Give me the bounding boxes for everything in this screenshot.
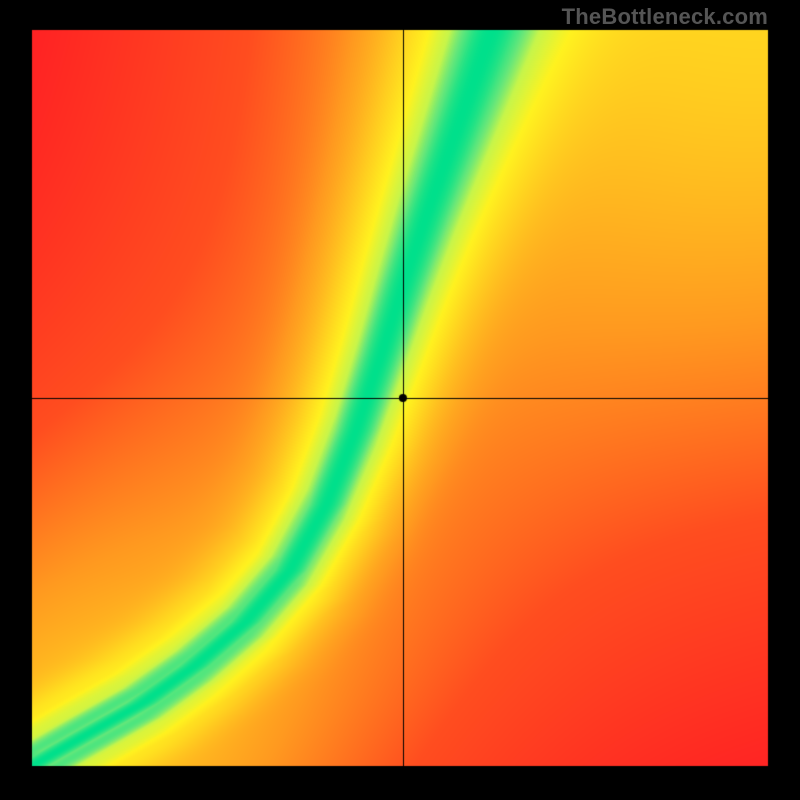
heatmap-canvas: [0, 0, 800, 800]
chart-container: TheBottleneck.com: [0, 0, 800, 800]
watermark-text: TheBottleneck.com: [562, 4, 768, 30]
